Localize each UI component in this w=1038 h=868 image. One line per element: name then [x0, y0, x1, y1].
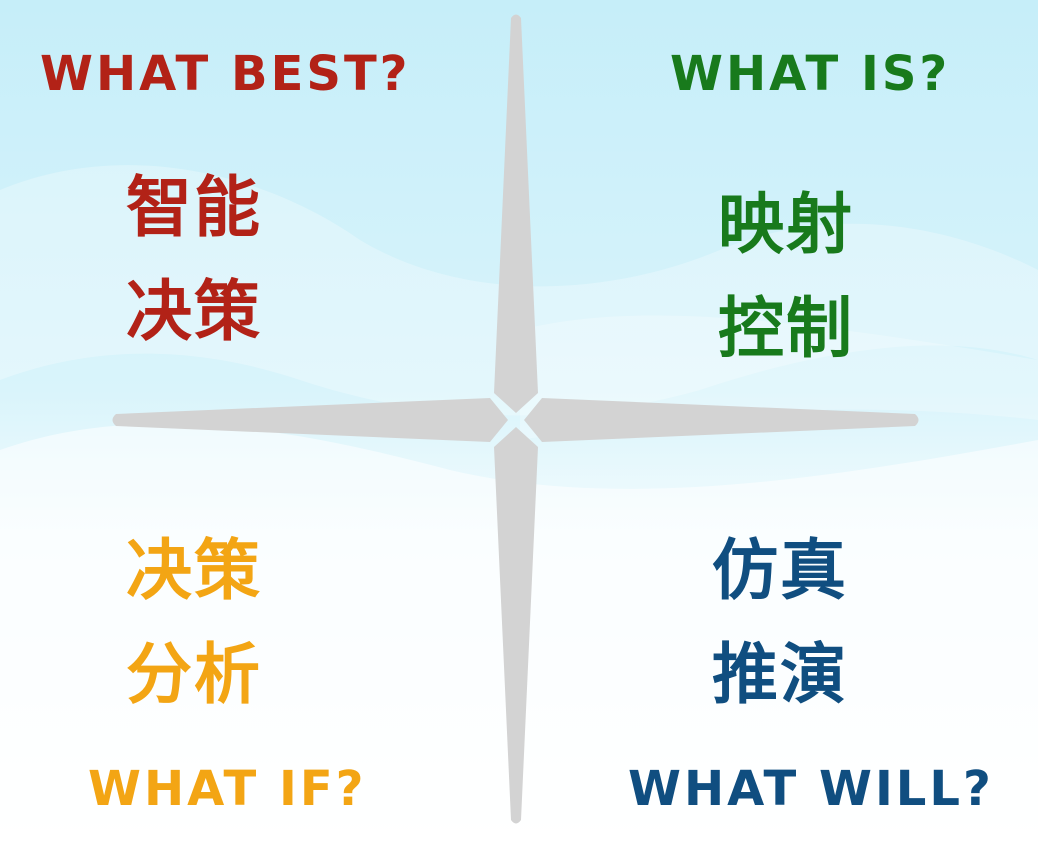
- what-will-terms: 仿真 推演: [712, 518, 848, 726]
- cross-arm-bottom: [494, 427, 538, 824]
- term-mapping: 映射: [718, 185, 854, 263]
- what-best-terms: 智能 决策: [126, 155, 262, 363]
- term-control: 控制: [718, 289, 854, 367]
- what-if-title: WHAT IF?: [88, 761, 367, 817]
- cross-arm-right: [524, 398, 919, 442]
- term-simulation: 仿真: [712, 531, 848, 609]
- term-decision: 决策: [126, 531, 262, 609]
- what-if-terms: 决策 分析: [126, 518, 262, 726]
- what-is-title: WHAT IS?: [670, 46, 951, 102]
- what-is-terms: 映射 控制: [718, 172, 854, 380]
- term-intelligent: 智能: [126, 168, 262, 246]
- term-analysis: 分析: [126, 635, 262, 713]
- term-decision: 决策: [126, 272, 262, 350]
- cross-arm-top: [494, 14, 538, 413]
- what-best-title: WHAT BEST?: [40, 46, 411, 102]
- what-will-title: WHAT WILL?: [628, 761, 994, 817]
- cross-arm-left: [112, 398, 508, 442]
- term-deduction: 推演: [712, 635, 848, 713]
